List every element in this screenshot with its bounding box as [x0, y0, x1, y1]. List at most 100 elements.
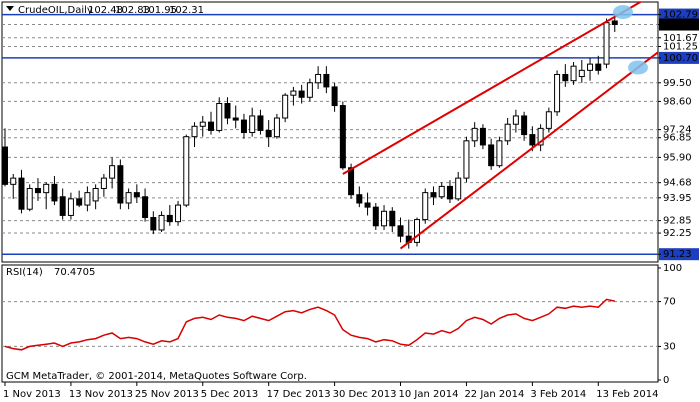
x-tick-label: 13 Feb 2014	[596, 389, 658, 400]
ohlc-high: 102.83	[115, 5, 150, 16]
candle-body	[537, 127, 544, 146]
y-tick-label: 94.68	[663, 178, 692, 189]
candle-body	[512, 115, 519, 125]
candle-body	[298, 90, 305, 98]
x-tick-label: 25 Nov 2013	[135, 389, 199, 400]
price-label-bg	[659, 8, 699, 21]
menu-icon	[6, 6, 14, 11]
y-tick-label: 100.70	[663, 53, 698, 64]
candle-body	[438, 185, 445, 198]
candle-body	[364, 202, 371, 208]
candle-body	[389, 210, 396, 227]
candle-body	[430, 192, 437, 198]
candle-body	[273, 117, 280, 138]
candle-body	[323, 73, 330, 88]
candle-body	[463, 140, 470, 179]
candle-body	[191, 125, 198, 138]
candle-body	[10, 177, 17, 185]
candle-body	[471, 127, 478, 142]
candle-body	[175, 204, 182, 223]
candle-body	[562, 73, 569, 82]
ohlc-close: 102.31	[169, 5, 204, 16]
y-tick-label: 101.67	[663, 33, 698, 44]
candle-body	[521, 115, 528, 136]
candle-body	[545, 111, 552, 129]
candle-body	[109, 165, 116, 179]
y-tick-label: 101.25	[663, 41, 698, 52]
candle-body	[240, 119, 247, 134]
candle-body	[397, 225, 404, 237]
y-tick-label: 96.85	[663, 133, 692, 144]
x-tick-label: 13 Nov 2013	[69, 389, 133, 400]
ohlc-open: 102.48	[88, 5, 123, 16]
candle-body	[142, 196, 149, 219]
candle-body	[479, 127, 486, 146]
candle-body	[414, 219, 420, 243]
candle-body	[257, 115, 264, 131]
candle-body	[554, 73, 561, 113]
price-label-bg	[659, 18, 699, 31]
candle-body	[488, 144, 495, 167]
candle-body	[232, 117, 239, 121]
candle-body	[208, 121, 214, 131]
candle-body	[372, 206, 379, 227]
candle-body	[529, 134, 536, 146]
y-tick-label: 92.85	[663, 216, 692, 227]
candle-body	[166, 214, 173, 223]
y-tick-label: 95.90	[663, 152, 692, 163]
candle-body	[496, 140, 503, 167]
rsi-title: RSI(14)	[6, 267, 43, 278]
y-tick-label: 102.79	[663, 10, 698, 21]
candle-body	[216, 102, 223, 131]
candle-body	[339, 105, 346, 169]
ohlc-low: 101.95	[142, 5, 177, 16]
main-panel	[1, 1, 659, 263]
candle-body	[587, 63, 594, 71]
candle-body	[150, 217, 157, 231]
candle-body	[290, 90, 297, 96]
candle-body	[18, 177, 25, 210]
x-tick-label: 22 Jan 2014	[464, 389, 524, 400]
y-tick-label: 100	[663, 263, 682, 274]
rsi-value: 70.4705	[54, 267, 95, 278]
candle-body	[117, 165, 124, 204]
x-tick-label: 3 Feb 2014	[530, 389, 586, 400]
candle-body	[603, 22, 610, 65]
chart-title: CrudeOIL,Daily	[18, 5, 93, 16]
candle-body	[158, 214, 165, 231]
y-tick-label: 91.23	[663, 249, 692, 260]
candle-body	[84, 192, 91, 206]
candle-body	[183, 136, 190, 206]
y-tick-label: 98.60	[663, 96, 692, 107]
trendline-handle	[613, 5, 633, 20]
main-plot	[2, 2, 658, 255]
candle-body	[595, 63, 602, 71]
y-tick-label: 97.24	[663, 125, 692, 136]
x-tick-label: 1 Nov 2013	[3, 389, 61, 400]
y-tick-label: 93.95	[663, 193, 692, 204]
candle-body	[34, 187, 41, 194]
candle-body	[224, 102, 231, 119]
candle-body	[67, 198, 74, 216]
rsi-panel	[1, 264, 659, 383]
rsi-line	[4, 298, 615, 351]
candle-body	[504, 123, 511, 142]
price-label-bg	[659, 248, 699, 261]
candle-body	[265, 129, 272, 138]
candle-body	[51, 183, 58, 202]
candle-body	[446, 185, 453, 200]
y-tick-label: 92.25	[663, 228, 692, 239]
footer: GCM MetaTrader, © 2001-2014, MetaQuotes …	[6, 371, 307, 382]
candle-body	[43, 183, 50, 194]
x-tick-label: 5 Dec 2013	[201, 389, 259, 400]
candle-body	[125, 192, 132, 204]
y-tick-label: 0	[663, 375, 669, 386]
candle-body	[455, 177, 462, 200]
candle-body	[2, 146, 8, 185]
trendline-handle	[628, 60, 648, 75]
candle-body	[199, 121, 206, 127]
x-tick-label: 10 Jan 2014	[399, 389, 459, 400]
price-label-bg	[659, 51, 699, 64]
